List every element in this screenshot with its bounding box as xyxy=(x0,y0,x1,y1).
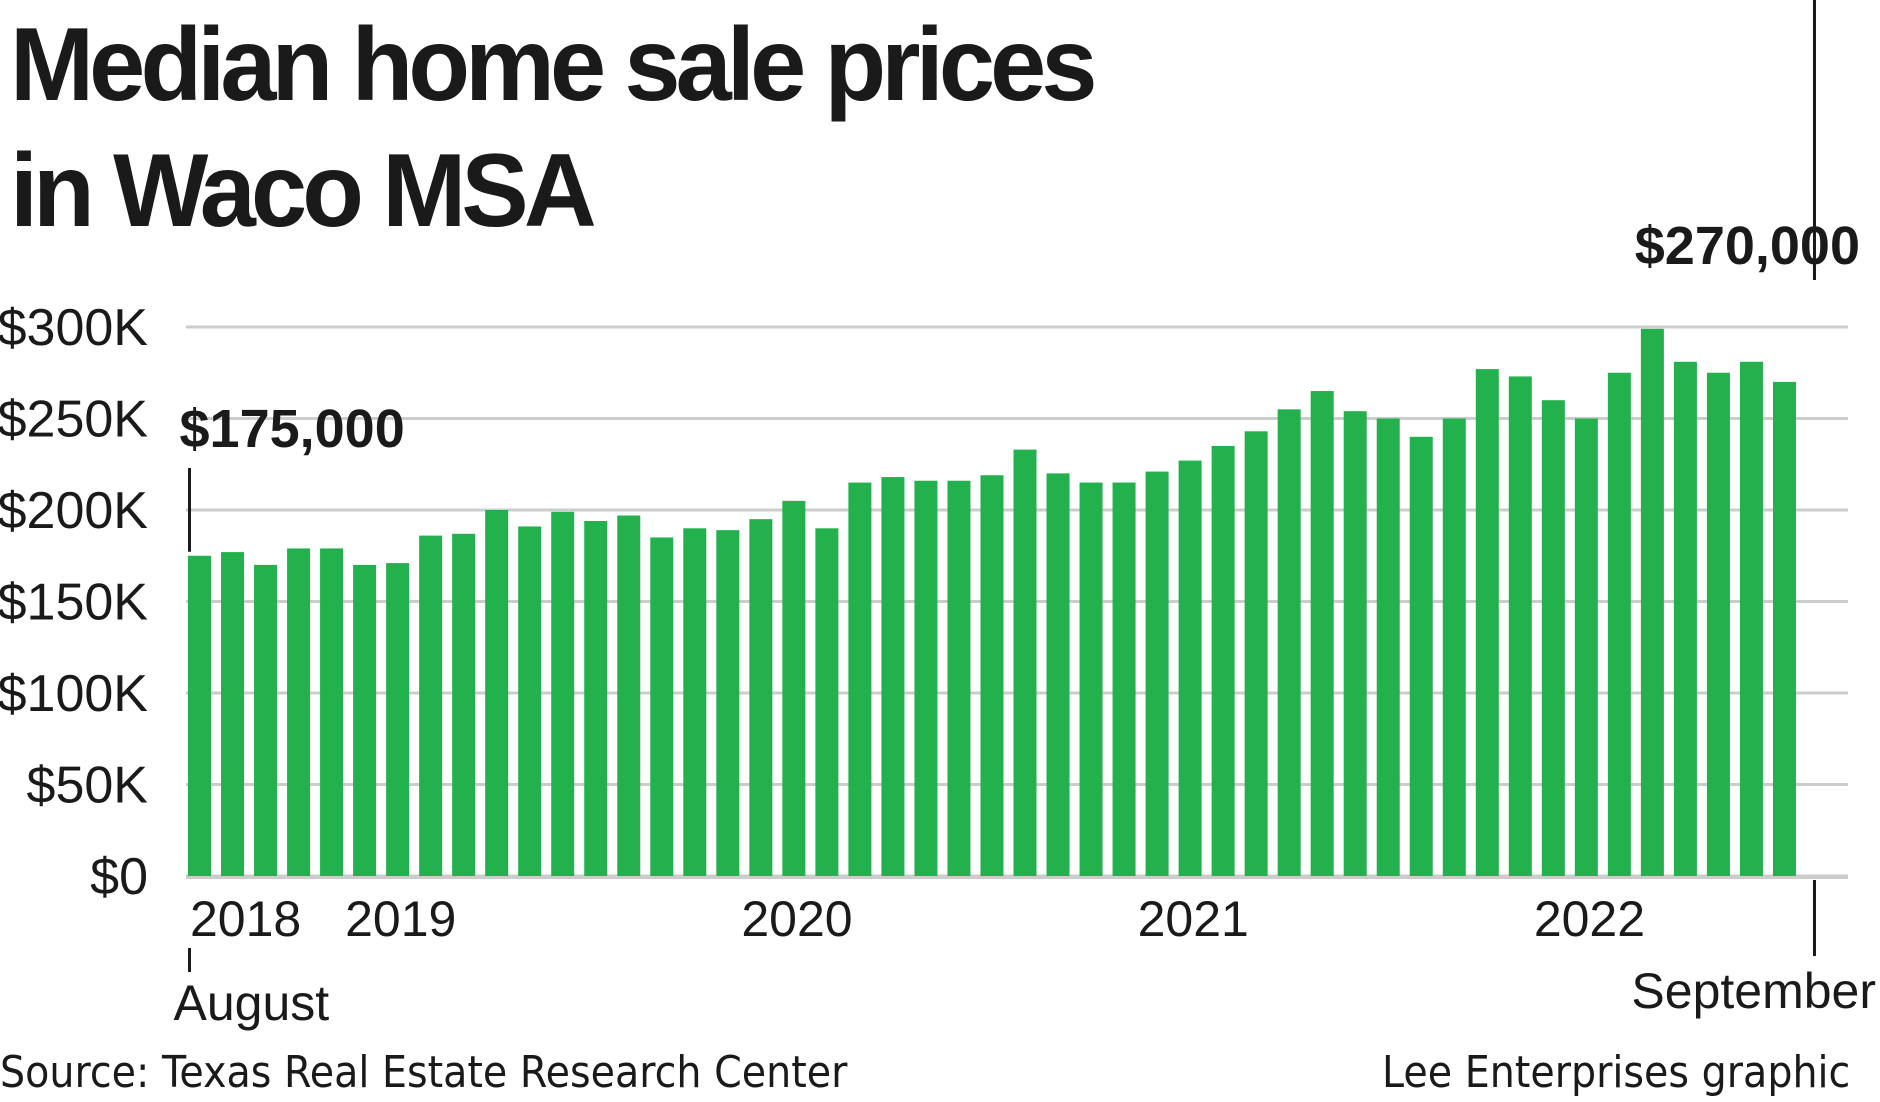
bar xyxy=(452,533,476,876)
bar xyxy=(1739,361,1763,876)
bar xyxy=(650,537,674,876)
bar xyxy=(914,480,938,876)
bar xyxy=(716,530,740,876)
bar xyxy=(1706,372,1730,876)
bar xyxy=(1607,372,1631,876)
bar xyxy=(980,475,1004,876)
bar xyxy=(1112,482,1136,876)
y-axis-tick-labels: $0 $50K $100K $150K $200K $250K $300K xyxy=(0,299,148,906)
bar xyxy=(551,511,575,876)
bar xyxy=(221,552,245,876)
bar xyxy=(1013,449,1037,876)
chart-title-line-2: in Waco MSA xyxy=(10,133,597,249)
bar xyxy=(848,482,872,876)
bar xyxy=(617,515,641,876)
y-tick-label: $250K xyxy=(0,391,148,449)
bar xyxy=(815,528,839,876)
x-axis-year-labels: 2018 2019 2020 2021 2022 xyxy=(190,891,1645,947)
bar xyxy=(584,520,608,876)
chart-title-line-1: Median home sale prices xyxy=(10,7,1098,123)
bar xyxy=(1475,369,1499,876)
bar xyxy=(1508,376,1532,876)
end-month-label: September xyxy=(1631,963,1876,1019)
bar xyxy=(881,477,905,876)
bar xyxy=(1409,436,1433,876)
bar xyxy=(1211,445,1235,876)
y-tick-label: $200K xyxy=(0,482,148,540)
bar xyxy=(1442,418,1466,876)
x-tick-label: 2022 xyxy=(1534,891,1645,947)
x-tick-label: 2021 xyxy=(1138,891,1249,947)
bar xyxy=(518,526,542,876)
bar xyxy=(1277,409,1301,876)
bar xyxy=(1541,400,1565,876)
start-value-label: $175,000 xyxy=(180,399,405,459)
x-tick-label: 2020 xyxy=(741,891,852,947)
callouts: $175,000 August $270,000 September xyxy=(174,0,1876,1031)
start-month-label: August xyxy=(174,975,330,1031)
bar xyxy=(485,510,509,876)
y-tick-label: $100K xyxy=(0,665,148,723)
bar xyxy=(254,564,278,876)
bar xyxy=(1376,418,1400,876)
bar xyxy=(947,480,971,876)
x-tick-label: 2018 xyxy=(190,891,301,947)
bar xyxy=(1673,361,1697,876)
bar xyxy=(1079,482,1103,876)
bar xyxy=(1244,431,1268,876)
end-value-label: $270,000 xyxy=(1635,216,1860,276)
bar xyxy=(1178,460,1202,876)
bar xyxy=(1310,391,1334,876)
y-tick-label: $150K xyxy=(0,574,148,632)
bar xyxy=(683,528,707,876)
bar xyxy=(353,564,377,876)
y-tick-label: $0 xyxy=(90,848,148,906)
bar xyxy=(1343,411,1367,876)
bar xyxy=(749,519,773,876)
bar xyxy=(386,563,410,876)
bar xyxy=(782,500,806,876)
x-tick-label: 2019 xyxy=(345,891,456,947)
source-note: Source: Texas Real Estate Research Cente… xyxy=(0,1047,848,1098)
bar xyxy=(419,535,443,876)
bar-series xyxy=(188,328,1796,877)
bar xyxy=(1574,418,1598,876)
bar xyxy=(320,548,344,876)
bar xyxy=(188,555,211,876)
bar xyxy=(287,548,311,876)
y-tick-label: $50K xyxy=(27,757,149,815)
chart-title: Median home sale prices in Waco MSA xyxy=(10,2,1098,254)
y-tick-label: $300K xyxy=(0,299,148,357)
bar xyxy=(1145,471,1169,876)
bar xyxy=(1046,473,1070,876)
bar xyxy=(1772,381,1796,876)
bar xyxy=(1640,328,1664,877)
graphic-credit: Lee Enterprises graphic xyxy=(1381,1047,1850,1098)
